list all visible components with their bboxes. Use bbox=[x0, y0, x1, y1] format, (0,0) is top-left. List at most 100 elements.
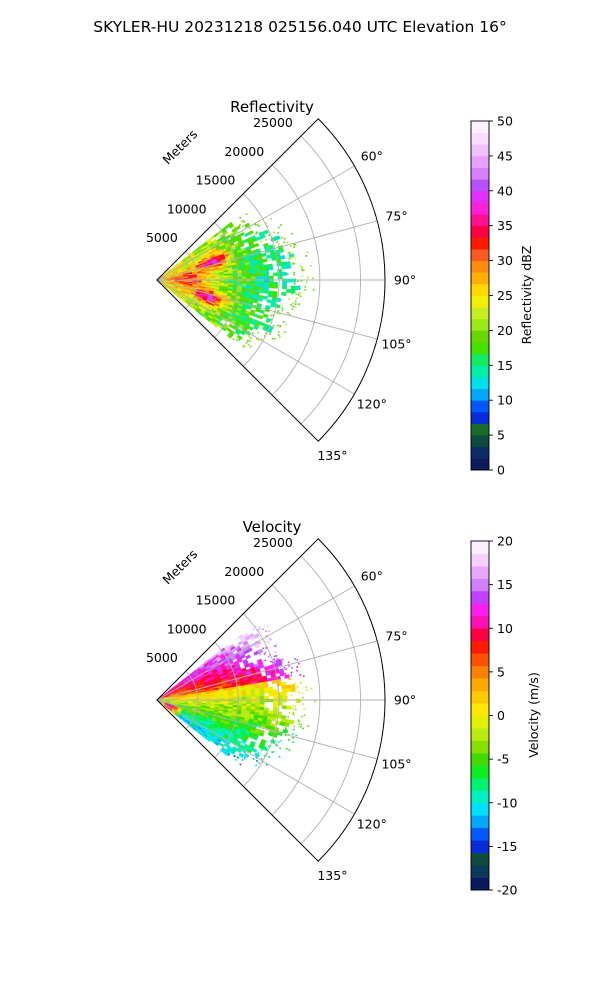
echo-speckle bbox=[242, 225, 244, 227]
azimuth-spoke bbox=[156, 585, 355, 701]
echo-speckle bbox=[274, 645, 277, 647]
echo-cell bbox=[264, 695, 270, 700]
echo-cell bbox=[245, 654, 251, 660]
colorbar-swatch bbox=[471, 318, 489, 331]
colorbar-swatch bbox=[471, 790, 489, 804]
echo-speckle bbox=[258, 642, 261, 644]
echo-speckle bbox=[300, 681, 302, 684]
echo-speckle bbox=[300, 723, 303, 726]
echo-cell bbox=[259, 234, 266, 240]
echo-speckle bbox=[232, 338, 235, 340]
colorbar-swatch bbox=[471, 167, 489, 180]
echo-speckle bbox=[278, 226, 280, 229]
echo-speckle bbox=[277, 310, 279, 312]
reflectivity-colorbar: 0 5 10 15 20 25 30 35 40 45 50 bbox=[470, 114, 513, 478]
velocity-colorbar-label: Velocity (m/s) bbox=[526, 672, 541, 758]
echo-speckle bbox=[292, 737, 294, 739]
echo-speckle bbox=[285, 323, 288, 326]
echo-speckle bbox=[261, 758, 263, 760]
echo-cell bbox=[212, 322, 219, 328]
echo-speckle bbox=[262, 647, 264, 650]
echo-cell bbox=[267, 293, 273, 298]
echo-cell bbox=[232, 694, 238, 698]
echo-cell bbox=[268, 278, 274, 283]
colorbar-swatch bbox=[471, 214, 489, 227]
echo-speckle bbox=[286, 696, 288, 698]
colorbar-tick-label: 5 bbox=[497, 428, 505, 443]
colorbar-swatch bbox=[471, 877, 489, 891]
colorbar-swatch bbox=[471, 155, 489, 168]
echo-speckle bbox=[314, 700, 316, 703]
echo-speckle bbox=[249, 345, 252, 348]
azimuth-tick-label: 135° bbox=[317, 448, 347, 463]
echo-speckle bbox=[273, 655, 276, 658]
echo-speckle bbox=[260, 240, 262, 243]
echo-cell bbox=[251, 747, 258, 753]
echo-speckle bbox=[289, 678, 292, 680]
echo-speckle bbox=[263, 755, 266, 757]
echo-cell bbox=[223, 277, 229, 280]
azimuth-spoke bbox=[156, 279, 378, 340]
echo-speckle bbox=[278, 236, 280, 239]
echo-speckle bbox=[258, 762, 260, 764]
echo-cell bbox=[277, 692, 283, 697]
echo-speckle bbox=[312, 289, 315, 291]
echo-speckle bbox=[297, 280, 299, 283]
echo-speckle bbox=[259, 231, 262, 234]
echo-speckle bbox=[280, 224, 282, 226]
echo-speckle bbox=[278, 243, 280, 245]
colorbar-tick-label: 40 bbox=[497, 183, 513, 198]
echo-speckle bbox=[302, 696, 304, 699]
colorbar-swatch bbox=[471, 665, 489, 679]
colorbar-swatch bbox=[471, 715, 489, 729]
echo-cell bbox=[246, 276, 252, 280]
echo-speckle bbox=[281, 307, 284, 310]
echo-speckle bbox=[247, 339, 250, 341]
colorbar-swatch bbox=[471, 802, 489, 816]
echo-cell bbox=[290, 289, 296, 294]
echo-speckle bbox=[299, 295, 302, 298]
echo-speckle bbox=[267, 641, 270, 644]
echo-cell bbox=[273, 281, 279, 286]
echo-speckle bbox=[271, 337, 274, 340]
echo-speckle bbox=[304, 286, 307, 288]
echo-speckle bbox=[269, 329, 271, 332]
echo-cell bbox=[279, 254, 286, 260]
echo-speckle bbox=[274, 235, 277, 238]
echo-cell bbox=[272, 704, 279, 709]
colorbar-swatch bbox=[471, 353, 489, 366]
echo-speckle bbox=[299, 674, 301, 676]
echo-speckle bbox=[287, 312, 289, 314]
echo-speckle bbox=[265, 332, 267, 334]
echo-speckle bbox=[260, 338, 263, 340]
echo-speckle bbox=[285, 734, 287, 737]
colorbar-tick-label: 15 bbox=[497, 577, 513, 592]
echo-cell bbox=[275, 297, 282, 303]
echo-speckle bbox=[301, 715, 303, 718]
echo-speckle bbox=[257, 751, 260, 754]
echo-cell bbox=[259, 695, 265, 700]
echo-speckle bbox=[298, 662, 300, 665]
echo-cell bbox=[264, 281, 270, 286]
colorbar-swatch bbox=[471, 283, 489, 296]
echo-speckle bbox=[245, 341, 248, 344]
colorbar-swatch bbox=[471, 132, 489, 145]
echo-speckle bbox=[273, 231, 276, 234]
echo-speckle bbox=[274, 651, 276, 653]
echo-cell bbox=[264, 275, 270, 280]
echo-cell bbox=[226, 333, 233, 339]
echo-cell bbox=[238, 752, 245, 758]
echo-cell bbox=[257, 314, 264, 320]
echo-cell bbox=[259, 698, 265, 703]
echo-speckle bbox=[245, 213, 248, 216]
echo-cell bbox=[248, 230, 254, 236]
echo-speckle bbox=[277, 331, 280, 333]
echo-speckle bbox=[295, 293, 298, 296]
range-tick-label: 25000 bbox=[253, 115, 293, 130]
echo-speckle bbox=[279, 747, 281, 750]
echo-speckle bbox=[292, 305, 295, 308]
echo-speckle bbox=[249, 337, 252, 339]
azimuth-tick-label: 105° bbox=[381, 337, 411, 352]
echo-speckle bbox=[256, 760, 258, 762]
echo-speckle bbox=[288, 678, 290, 680]
